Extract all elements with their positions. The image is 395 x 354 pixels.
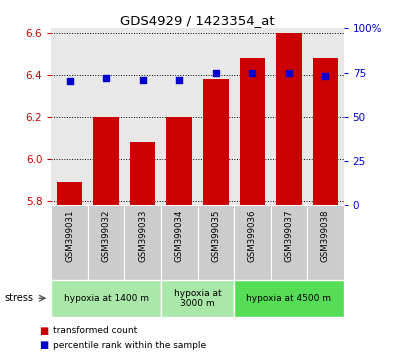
Text: ■: ■ <box>40 326 49 336</box>
Text: GSM399034: GSM399034 <box>175 209 184 262</box>
Bar <box>57 182 83 205</box>
Text: GSM399037: GSM399037 <box>284 209 293 262</box>
Text: GSM399033: GSM399033 <box>138 209 147 262</box>
Text: GSM399038: GSM399038 <box>321 209 330 262</box>
Bar <box>312 58 338 205</box>
Point <box>213 70 219 75</box>
Bar <box>166 117 192 205</box>
Text: hypoxia at
3000 m: hypoxia at 3000 m <box>174 289 221 308</box>
Text: GSM399032: GSM399032 <box>102 209 111 262</box>
Text: hypoxia at 4500 m: hypoxia at 4500 m <box>246 294 331 303</box>
Text: hypoxia at 1400 m: hypoxia at 1400 m <box>64 294 149 303</box>
Text: stress: stress <box>4 293 33 303</box>
Text: ■: ■ <box>40 340 49 350</box>
Point <box>322 73 329 79</box>
Bar <box>239 58 265 205</box>
Text: transformed count: transformed count <box>53 326 137 336</box>
Bar <box>276 33 302 205</box>
Bar <box>130 142 156 205</box>
Point <box>103 75 109 81</box>
Text: GSM399031: GSM399031 <box>65 209 74 262</box>
Bar <box>203 79 229 205</box>
Text: GSM399036: GSM399036 <box>248 209 257 262</box>
Point <box>66 79 73 84</box>
Text: GSM399035: GSM399035 <box>211 209 220 262</box>
Point <box>249 70 256 75</box>
Bar <box>93 117 119 205</box>
Point <box>139 77 146 82</box>
Title: GDS4929 / 1423354_at: GDS4929 / 1423354_at <box>120 14 275 27</box>
Text: percentile rank within the sample: percentile rank within the sample <box>53 341 207 350</box>
Point <box>286 70 292 75</box>
Point <box>176 77 182 82</box>
